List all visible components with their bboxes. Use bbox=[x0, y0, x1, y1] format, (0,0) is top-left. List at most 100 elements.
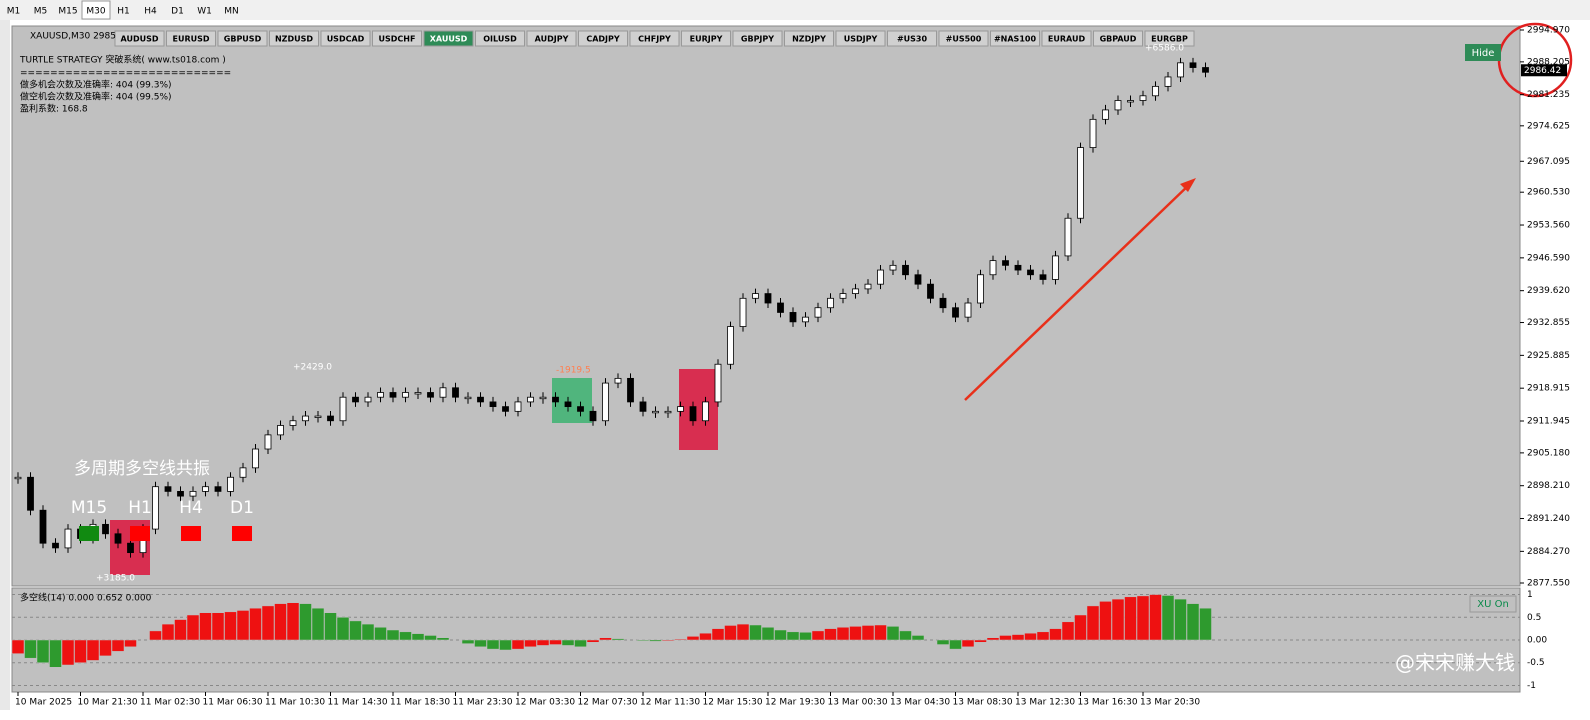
symbol-tab[interactable] bbox=[475, 30, 525, 47]
symbol-tab[interactable] bbox=[629, 30, 680, 47]
symbol-tab-label[interactable]: CADJPY bbox=[586, 35, 620, 44]
timeframe[interactable]: M1 bbox=[7, 7, 21, 17]
timeframe[interactable]: W1 bbox=[197, 7, 212, 17]
timeframe[interactable]: M30 bbox=[86, 7, 105, 17]
symbol-tab[interactable] bbox=[990, 30, 1040, 47]
candle bbox=[127, 542, 134, 554]
y-tick-label: 2994.970 bbox=[1527, 26, 1570, 36]
trade-annotation: +6586.0 bbox=[1145, 44, 1184, 54]
symbol-tab-label[interactable]: OILUSD bbox=[483, 35, 517, 44]
symbol-tab[interactable] bbox=[681, 30, 731, 47]
x-tick-label: 13 Mar 08:30 bbox=[953, 698, 1013, 708]
candle bbox=[1002, 260, 1009, 266]
histogram-bar bbox=[286, 602, 300, 641]
timeframe[interactable]: MN bbox=[224, 7, 239, 17]
symbol-tab-label[interactable]: USDJPY bbox=[844, 35, 878, 44]
y-tick-label: 2898.210 bbox=[1527, 481, 1570, 491]
signal-title: 多周期多空线共振 bbox=[74, 459, 210, 479]
histogram-bar bbox=[1061, 621, 1075, 641]
symbol-tab-label[interactable]: #US30 bbox=[897, 35, 928, 44]
symbol-tab-label[interactable]: #US500 bbox=[946, 35, 982, 44]
symbol-tab-label[interactable]: GBPJPY bbox=[741, 35, 774, 44]
y-tick-label: 2974.625 bbox=[1527, 121, 1570, 131]
symbol-tab[interactable] bbox=[526, 30, 577, 47]
timeframe[interactable]: H4 bbox=[144, 7, 157, 17]
histogram-bar bbox=[774, 629, 787, 641]
symbol-tab-label[interactable]: EURGBP bbox=[1151, 35, 1188, 44]
y-tick-label: 2911.945 bbox=[1527, 417, 1570, 427]
symbol-tab-label[interactable]: USDCHF bbox=[379, 35, 416, 44]
candle bbox=[1164, 76, 1172, 87]
symbol-tab-label[interactable]: #NAS100 bbox=[994, 35, 1036, 44]
symbol-tab[interactable] bbox=[217, 30, 268, 47]
x-tick-label: 13 Mar 16:30 bbox=[1078, 698, 1138, 708]
symbol-tab[interactable] bbox=[578, 30, 628, 47]
toolbar bbox=[0, 0, 1590, 20]
candle bbox=[264, 434, 272, 450]
histogram-bar bbox=[149, 630, 162, 641]
timeframe-active[interactable] bbox=[81, 0, 111, 20]
candle bbox=[864, 283, 872, 290]
histogram-bar bbox=[1111, 598, 1125, 641]
symbol-tab-label[interactable]: AUDUSD bbox=[121, 35, 159, 44]
x-tick-label: 12 Mar 07:30 bbox=[578, 698, 638, 708]
histogram-bar bbox=[936, 639, 950, 645]
current-price-box bbox=[1521, 64, 1567, 77]
watermark: @宋宋赚大钱 bbox=[1395, 651, 1515, 675]
symbol-tab[interactable] bbox=[1093, 30, 1143, 47]
histogram-bar bbox=[211, 612, 225, 641]
histogram-bar bbox=[1149, 594, 1162, 641]
symbol-tab[interactable] bbox=[732, 30, 783, 47]
symbol-tab[interactable] bbox=[938, 30, 989, 47]
indicator-label[interactable]: XU On bbox=[1477, 599, 1509, 610]
timeframe[interactable]: M5 bbox=[34, 7, 48, 17]
symbol-tab[interactable] bbox=[835, 30, 886, 47]
timeframe[interactable]: D1 bbox=[171, 7, 184, 17]
symbol-tab-label[interactable]: AUDJPY bbox=[535, 35, 569, 44]
candle bbox=[627, 377, 634, 403]
candle bbox=[789, 312, 797, 323]
symbol-tab-label[interactable]: NZDUSD bbox=[275, 35, 313, 44]
symbol-tab-label[interactable]: GBPAUD bbox=[1100, 35, 1137, 44]
symbol-tab[interactable] bbox=[887, 30, 937, 47]
hide-label[interactable]: Hide bbox=[1472, 48, 1495, 59]
symbol-tab-label[interactable]: CHFJPY bbox=[638, 35, 671, 44]
candle bbox=[727, 326, 734, 365]
symbol-tab-label[interactable]: USDCAD bbox=[327, 35, 365, 44]
histogram-bar bbox=[86, 639, 100, 661]
candle bbox=[739, 297, 747, 327]
symbol-tab-label[interactable]: XAUUSD bbox=[430, 35, 468, 44]
candle bbox=[164, 486, 172, 492]
candle bbox=[964, 302, 972, 318]
hide-button[interactable] bbox=[1465, 44, 1501, 61]
symbol-tab-label[interactable]: GBPUSD bbox=[224, 35, 262, 44]
histogram-bar bbox=[161, 623, 175, 641]
candle bbox=[764, 293, 772, 304]
symbol-tab-label[interactable]: EURJPY bbox=[690, 35, 723, 44]
x-tick-label: 11 Mar 06:30 bbox=[203, 698, 263, 708]
candle bbox=[977, 274, 984, 304]
symbol-tab[interactable] bbox=[784, 30, 834, 47]
symbol-tab[interactable] bbox=[114, 30, 165, 47]
symbol-tab[interactable] bbox=[1144, 30, 1195, 47]
histogram-bar bbox=[111, 639, 125, 652]
candle bbox=[114, 533, 122, 544]
timeframe[interactable]: M15 bbox=[58, 7, 77, 17]
candle bbox=[714, 363, 722, 403]
symbol-tab[interactable] bbox=[372, 30, 422, 47]
indicator-button[interactable] bbox=[1469, 595, 1517, 613]
symbol-tab-label[interactable]: NZDJPY bbox=[792, 35, 826, 44]
profit-factor: 盈利系数: 168.8 bbox=[20, 103, 88, 115]
symbol-tab-label[interactable]: EURUSD bbox=[172, 35, 209, 44]
symbol-tab[interactable] bbox=[423, 30, 474, 47]
symbol-tab[interactable] bbox=[269, 30, 319, 47]
histogram-bar bbox=[1036, 631, 1050, 641]
symbol-tab[interactable] bbox=[320, 30, 371, 47]
symbol-tab[interactable] bbox=[1041, 30, 1092, 47]
timeframe[interactable]: H1 bbox=[117, 7, 130, 17]
symbol-tab-label[interactable]: EURAUD bbox=[1048, 35, 1086, 44]
histogram-bar bbox=[636, 639, 650, 642]
candle bbox=[677, 406, 684, 412]
symbol-tab[interactable] bbox=[166, 30, 216, 47]
histogram-bar bbox=[124, 639, 137, 648]
